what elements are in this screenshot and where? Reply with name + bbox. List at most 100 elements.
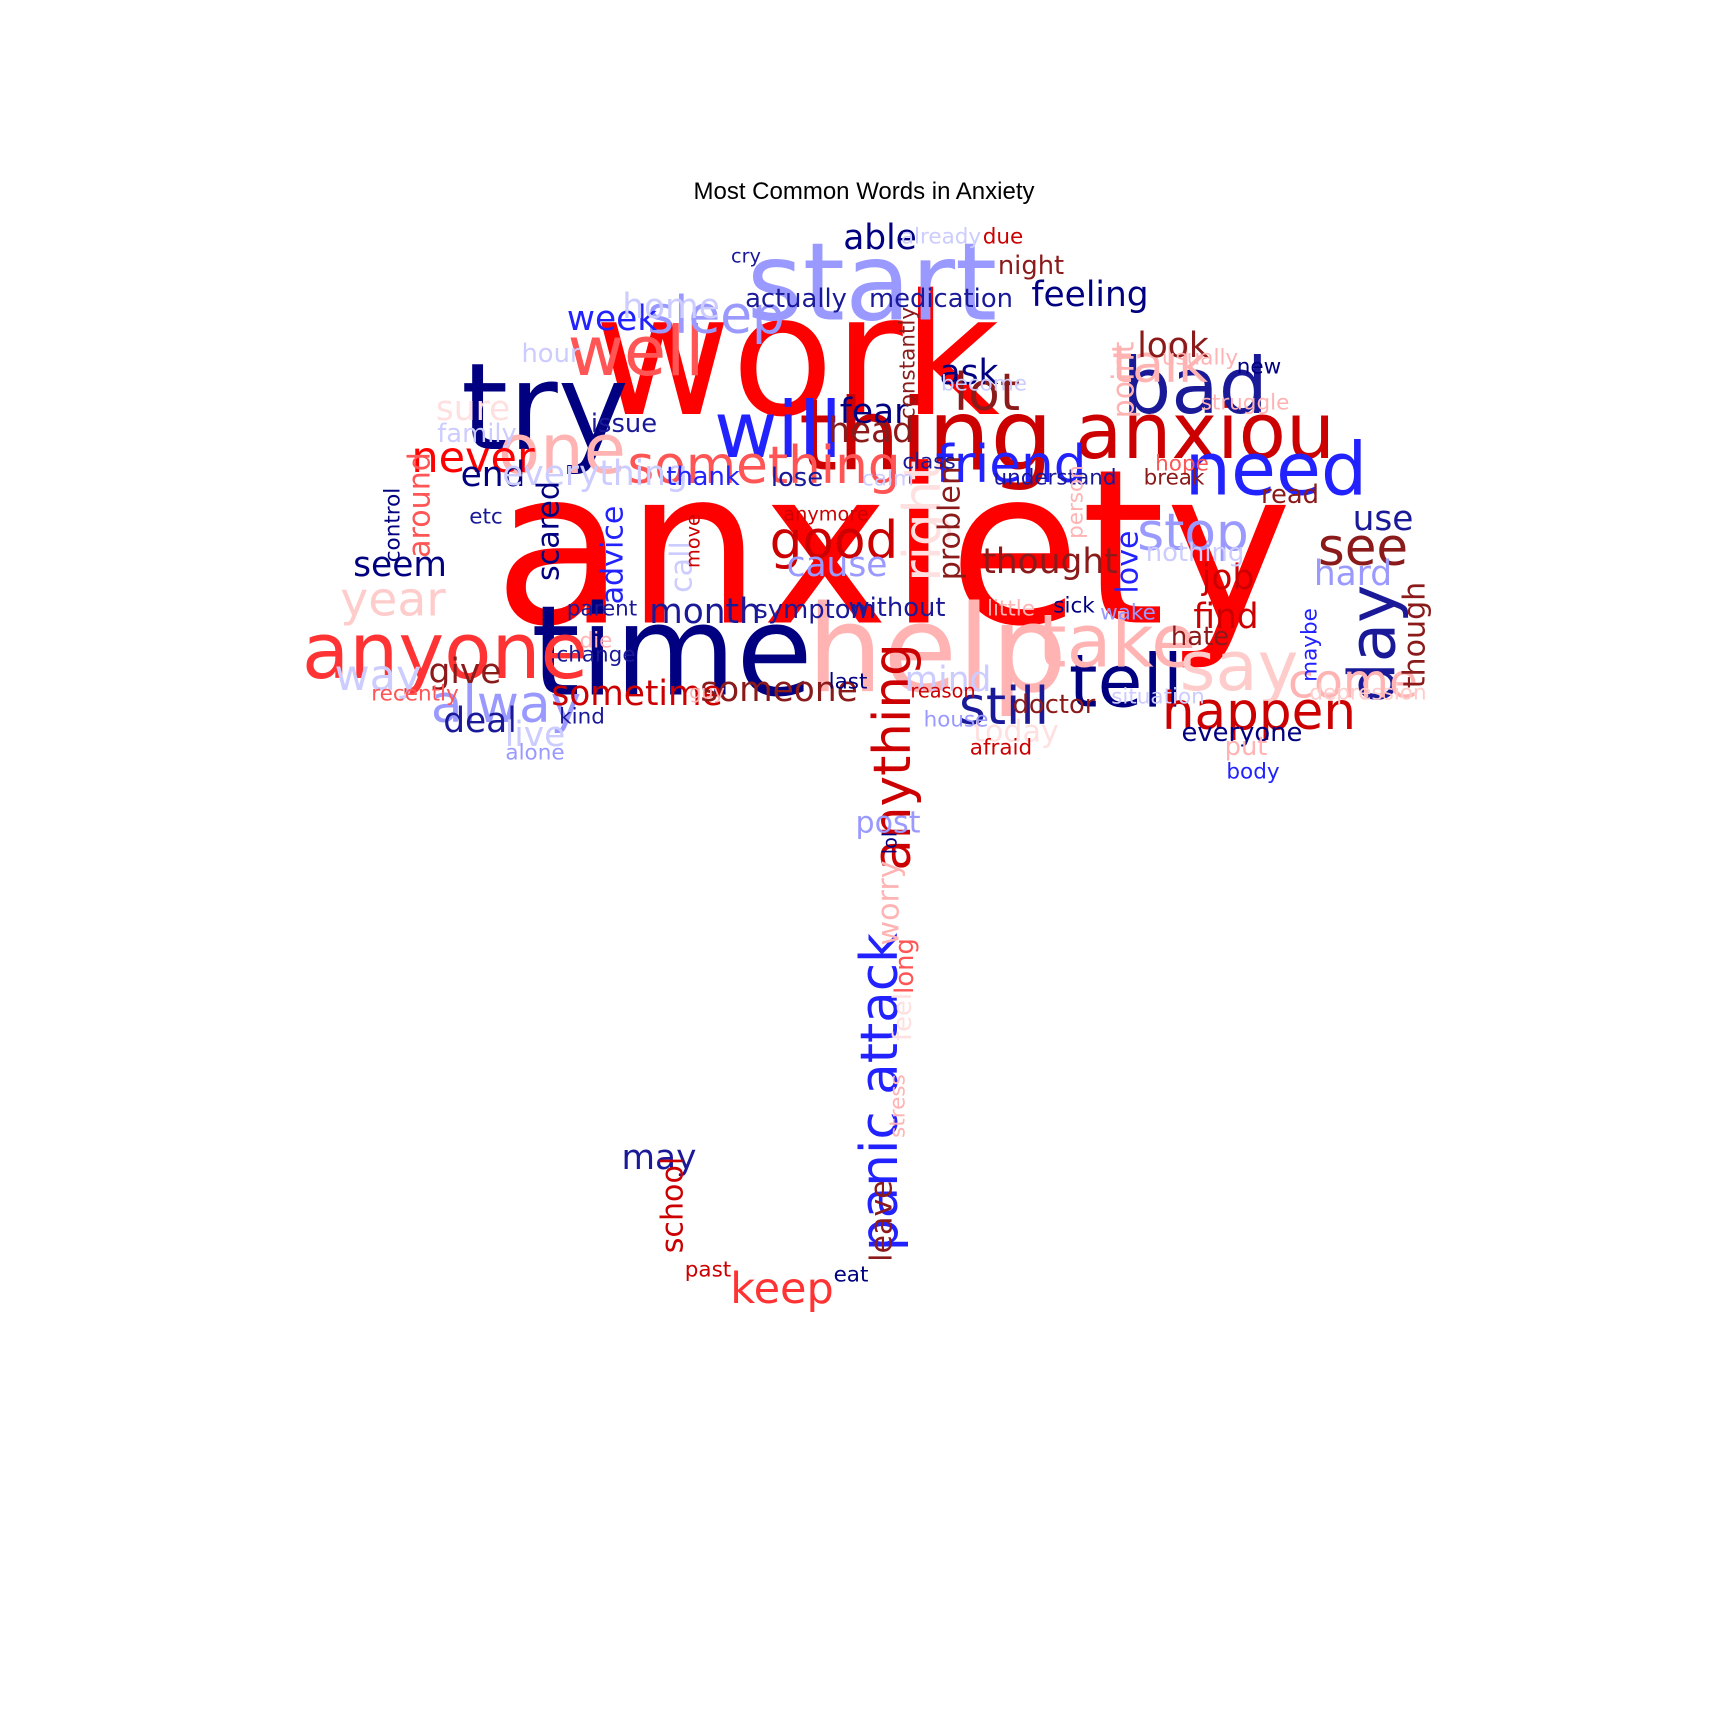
word-nothing: nothing xyxy=(1146,538,1245,568)
word-well: well xyxy=(568,312,705,392)
word-need: need xyxy=(1185,428,1368,513)
word-start: start xyxy=(747,221,997,346)
word-lose: lose xyxy=(771,463,823,493)
word-new: new xyxy=(1237,355,1281,380)
word-calm: calm xyxy=(862,467,914,492)
word-though: though xyxy=(1398,582,1433,689)
word-feeling: feeling xyxy=(1031,275,1148,315)
word-find: find xyxy=(1193,597,1258,637)
word-alway: alway xyxy=(431,675,581,735)
word-school: school xyxy=(656,1157,691,1253)
word-family: family xyxy=(437,419,517,449)
word-sometime: sometime xyxy=(551,674,722,714)
word-past: past xyxy=(685,1258,731,1283)
word-person: person xyxy=(1064,465,1089,539)
word-lot: lot xyxy=(954,363,1020,423)
word-use: use xyxy=(1353,499,1414,539)
word-advice: advice xyxy=(596,506,631,605)
word-time: time xyxy=(531,580,813,725)
word-panic-attack: panic attack xyxy=(850,933,910,1251)
word-see: see xyxy=(1318,518,1408,578)
word-cry: cry xyxy=(731,245,761,268)
word-today: today xyxy=(973,715,1059,750)
word-afraid: afraid xyxy=(970,736,1032,761)
word-friend: friend xyxy=(936,435,1087,495)
word-try: try xyxy=(461,338,629,478)
word-sick: sick xyxy=(1053,594,1095,619)
word-will: will xyxy=(714,386,842,476)
word-keep: keep xyxy=(730,1264,834,1314)
word-depression: depression xyxy=(1309,681,1426,706)
word-look: look xyxy=(1137,326,1209,366)
word-something: something xyxy=(627,436,900,496)
word-give: give xyxy=(429,652,502,692)
word-become: become xyxy=(941,372,1027,397)
word-alone: alone xyxy=(505,741,564,766)
word-understand: understand xyxy=(993,466,1116,491)
word-live: live xyxy=(505,715,566,755)
word-mind: mind xyxy=(905,660,992,700)
word-happen: happen xyxy=(1162,682,1356,742)
word-already: already xyxy=(901,225,982,250)
word-anymore: anymore xyxy=(783,503,868,526)
word-thing: thing xyxy=(799,379,1053,494)
word-lol: lol xyxy=(879,832,902,855)
word-house: house xyxy=(924,708,989,733)
word-little: little xyxy=(987,597,1035,622)
word-ask: ask xyxy=(940,353,999,393)
word-good: good xyxy=(770,511,899,571)
word-control: control xyxy=(381,488,406,563)
word-hate: hate xyxy=(1171,622,1229,652)
word-doctor: doctor xyxy=(1013,690,1096,720)
word-point: point xyxy=(1107,341,1142,418)
word-hard: hard xyxy=(1314,554,1392,594)
word-worry: worry xyxy=(872,860,907,945)
word-symptom: symptom xyxy=(754,595,875,625)
word-hope: hope xyxy=(1155,452,1209,477)
word-issue: issue xyxy=(591,409,657,439)
word-come: come xyxy=(1288,655,1418,710)
word-stress: stress xyxy=(886,1074,911,1138)
word-seem: seem xyxy=(353,545,447,585)
word-etc: etc xyxy=(469,505,502,530)
word-right: right xyxy=(893,460,953,581)
word-wake: wake xyxy=(1100,601,1156,626)
word-home: home xyxy=(622,287,720,327)
word-recently: recently xyxy=(371,682,459,707)
word-fear: fear xyxy=(840,392,909,432)
word-class: class xyxy=(902,450,955,475)
word-say: say xyxy=(1180,627,1299,707)
word-reason: reason xyxy=(910,680,975,703)
word-die: die xyxy=(580,629,613,654)
word-put: put xyxy=(1225,732,1268,762)
word-love: love xyxy=(1111,530,1146,593)
word-job: job xyxy=(1201,558,1254,598)
word-thought: thought xyxy=(982,542,1117,582)
word-night: night xyxy=(998,251,1064,281)
word-feel: feel xyxy=(888,993,918,1041)
word-never: never xyxy=(411,433,535,483)
word-read: read xyxy=(1261,480,1319,510)
word-around: around xyxy=(403,452,438,558)
word-kind: kind xyxy=(559,705,605,730)
word-cause: cause xyxy=(787,545,888,585)
word-one: one xyxy=(498,410,626,490)
chart-title: Most Common Words in Anxiety xyxy=(693,178,1035,205)
word-someone: someone xyxy=(700,670,858,710)
word-hour: hour xyxy=(521,339,580,369)
word-thank: thank xyxy=(666,462,740,492)
word-year: year xyxy=(340,573,446,628)
word-problem: problem xyxy=(933,456,968,581)
word-actually: actually xyxy=(745,284,847,314)
word-able: able xyxy=(843,218,917,258)
word-take: take xyxy=(1038,600,1196,685)
word-maybe: maybe xyxy=(1298,608,1323,682)
word-help: help xyxy=(807,580,1067,720)
word-month: month xyxy=(649,592,761,632)
word-constantly: constantly xyxy=(896,307,921,419)
word-anxiou: anxiou xyxy=(1075,387,1335,477)
word-without: without xyxy=(849,593,946,623)
word-last: last xyxy=(829,670,868,695)
word-leave: leave xyxy=(865,1180,900,1262)
